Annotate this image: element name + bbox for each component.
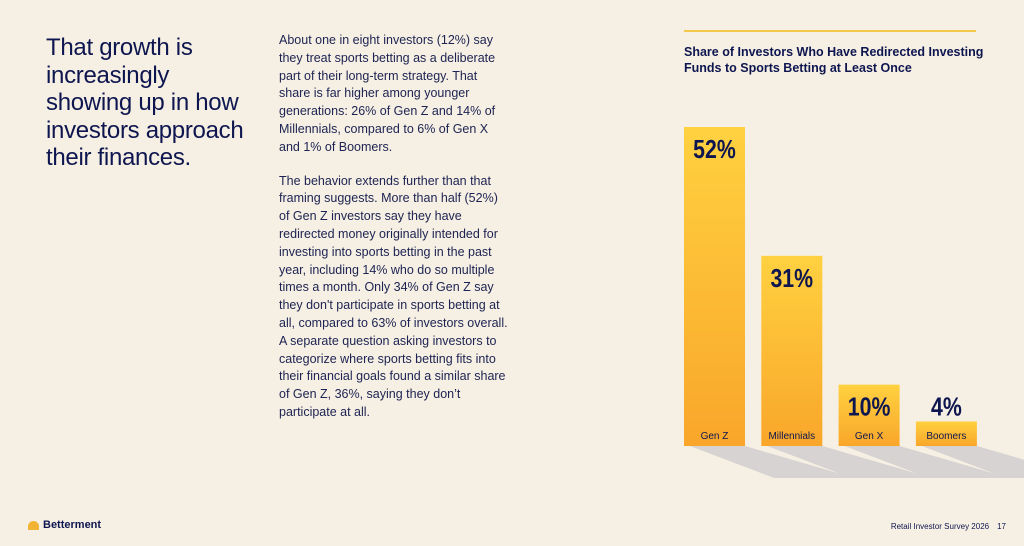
bar-shadow-millennials xyxy=(767,446,933,478)
chart-title-rule xyxy=(684,30,976,32)
category-label-gen-x: Gen X xyxy=(855,431,884,442)
bar-shadow-gen-x xyxy=(844,446,1010,478)
value-label-millennials: 31% xyxy=(770,264,813,294)
bar-shadow-gen-z xyxy=(690,446,855,478)
paragraph-1: About one in eight investors (12%) say t… xyxy=(279,33,496,154)
value-label-boomers: 4% xyxy=(931,392,962,422)
report-name: Retail Investor Survey 2026 xyxy=(890,522,990,531)
bar-gen-x xyxy=(838,384,900,446)
bar-boomers xyxy=(915,421,977,446)
value-label-gen-z: 52% xyxy=(693,135,736,165)
body-text: About one in eight investors (12%) say t… xyxy=(279,32,511,438)
headline: That growth is increasingly showing up i… xyxy=(46,34,244,171)
bar-shadow-boomers xyxy=(921,446,1024,478)
page-number: 17 xyxy=(997,522,1006,531)
category-label-boomers: Boomers xyxy=(926,431,966,442)
chart-title: Share of Investors Who Have Redirected I… xyxy=(684,45,984,75)
betterment-logo-icon xyxy=(28,520,39,530)
value-label-gen-x: 10% xyxy=(848,393,891,423)
footer-logo: Betterment xyxy=(28,519,101,531)
category-label-gen-z: Gen Z xyxy=(701,431,729,442)
paragraph-2: The behavior extends further than that f… xyxy=(279,173,508,419)
bar-millennials xyxy=(761,255,823,446)
footer-right: Retail Investor Survey 2026 17 xyxy=(891,522,1006,531)
bar-gen-z xyxy=(684,127,745,446)
brand-name: Betterment xyxy=(43,519,102,531)
category-label-millennials: Millennials xyxy=(768,431,815,442)
